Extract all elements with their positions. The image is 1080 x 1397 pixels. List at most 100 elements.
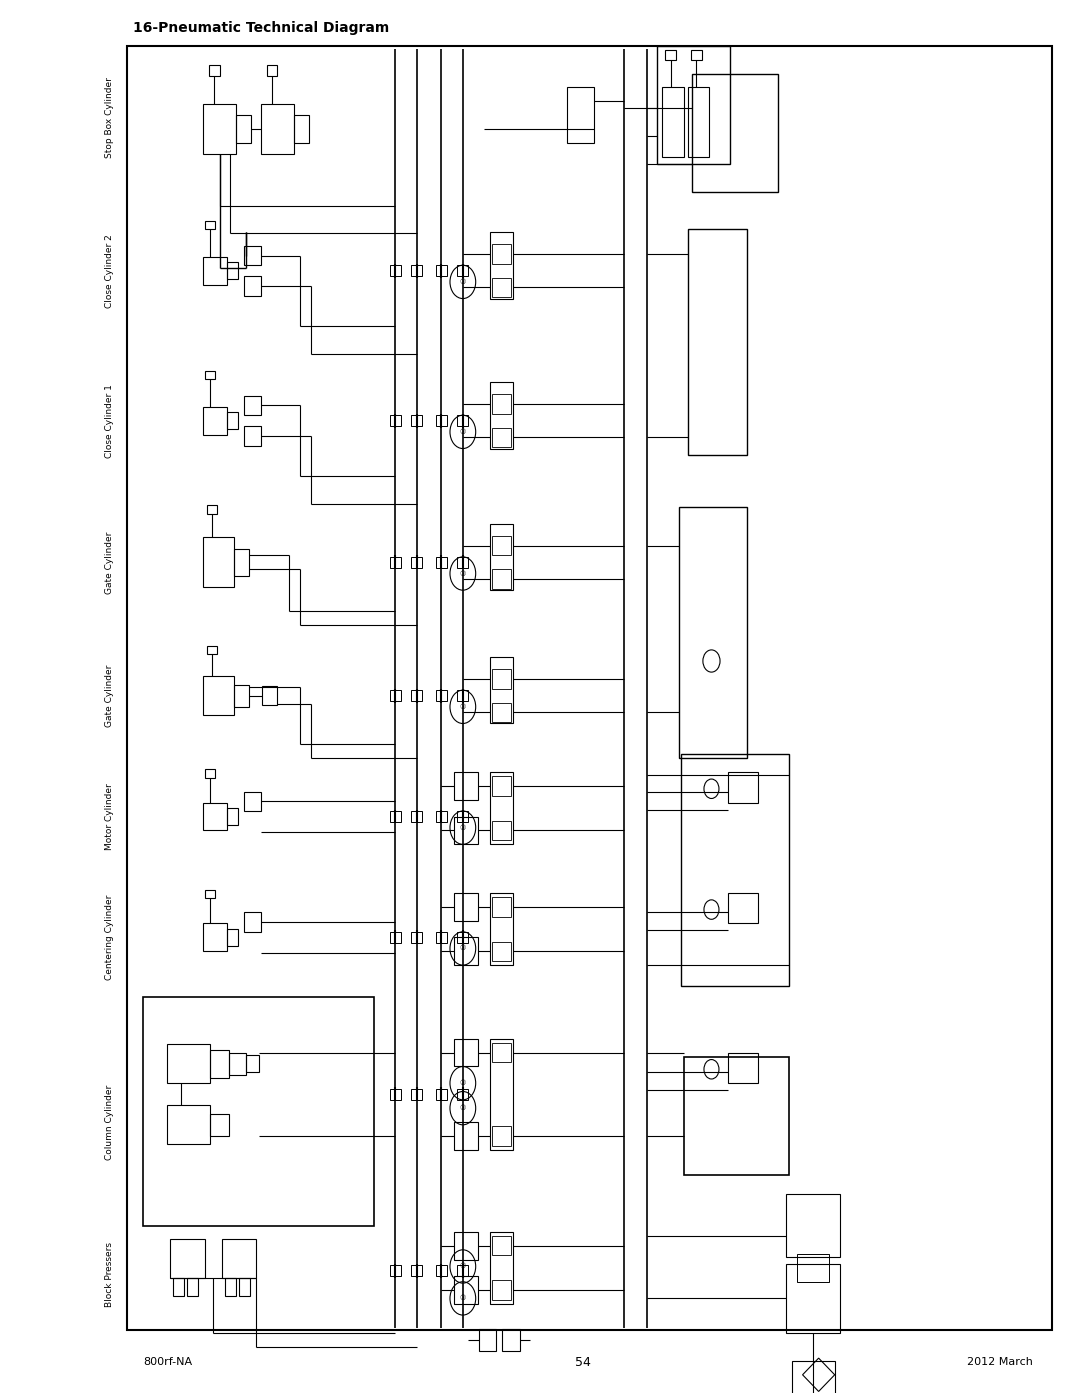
Bar [210,1049,229,1077]
Bar [458,1088,469,1099]
Bar [489,893,513,965]
Bar [455,1122,477,1150]
Bar [244,792,261,812]
Bar [144,997,374,1227]
Bar [206,506,217,514]
Bar [390,812,401,821]
Bar [436,1088,447,1099]
Bar [411,690,422,701]
Bar [489,381,513,448]
Bar [203,407,227,434]
Bar [491,1281,511,1299]
Bar [455,1277,477,1303]
Bar [797,1255,829,1281]
Bar [455,816,477,844]
Text: 800rf-NA: 800rf-NA [144,1358,192,1368]
Bar [489,1039,513,1150]
Bar [489,773,513,844]
Bar [491,669,511,689]
Bar [455,1039,477,1066]
Bar [489,1232,513,1303]
Bar [436,265,447,277]
Bar [244,246,261,265]
Bar [436,812,447,821]
Bar [411,557,422,569]
Bar [491,1126,511,1146]
Bar [204,770,215,778]
Bar [458,415,469,426]
Bar [436,557,447,569]
Bar [294,116,309,142]
Bar [458,932,469,943]
Bar [455,773,477,800]
Bar [491,244,511,264]
Bar [786,1194,840,1257]
Bar [225,1278,235,1295]
Bar [792,1361,835,1396]
Bar [491,394,511,414]
Bar [390,557,401,569]
Bar [455,1232,477,1260]
Text: ③: ③ [460,1295,465,1302]
Bar [491,536,511,556]
Bar [411,265,422,277]
Bar [489,657,513,724]
Text: 2012 March: 2012 March [967,1358,1032,1368]
Bar [728,773,757,803]
Bar [657,46,730,163]
Bar [210,1113,229,1136]
Bar [261,105,294,154]
Bar [665,50,676,60]
Text: 16-Pneumatic Technical Diagram: 16-Pneumatic Technical Diagram [133,21,389,35]
Bar [458,812,469,821]
Bar [204,370,215,379]
Text: ③: ③ [460,946,465,951]
Bar [491,820,511,840]
Bar [204,221,215,229]
Bar [458,690,469,701]
Bar [411,812,422,821]
Bar [478,1329,496,1351]
Bar [491,897,511,916]
Text: ③: ③ [460,1263,465,1270]
Bar [167,1105,210,1144]
Bar [227,809,238,824]
Bar [489,232,513,299]
Bar [390,415,401,426]
Text: Close Cylinder 1: Close Cylinder 1 [105,384,113,458]
Text: Centering Cylinder: Centering Cylinder [105,894,113,981]
Bar [227,412,238,429]
Bar [390,265,401,277]
Text: ③: ③ [460,824,465,831]
Bar [171,1239,204,1278]
Text: Column Cylinder: Column Cylinder [105,1084,113,1160]
Bar [221,1239,256,1278]
Bar [239,1278,249,1295]
Bar [491,942,511,961]
Bar [458,1266,469,1277]
Text: Stop Box Cylinder: Stop Box Cylinder [105,78,113,158]
Bar [167,1045,210,1083]
Bar [455,937,477,965]
Bar [203,676,233,715]
Text: ③: ③ [460,279,465,285]
Bar [244,426,261,446]
Bar [491,1044,511,1062]
Text: 54: 54 [575,1355,591,1369]
Bar [127,46,1052,1330]
Text: Gate Cylinder: Gate Cylinder [105,665,113,726]
Bar [203,257,227,285]
Bar [458,265,469,277]
Bar [567,88,594,142]
Bar [491,1236,511,1256]
Bar [436,1266,447,1277]
Bar [436,932,447,943]
Bar [229,1052,246,1074]
Bar [489,524,513,590]
Bar [227,929,238,946]
Text: Gate Cylinder: Gate Cylinder [105,531,113,594]
Bar [679,507,747,759]
Text: ③: ③ [460,1105,465,1111]
Bar [728,1052,757,1083]
Bar [688,229,747,455]
